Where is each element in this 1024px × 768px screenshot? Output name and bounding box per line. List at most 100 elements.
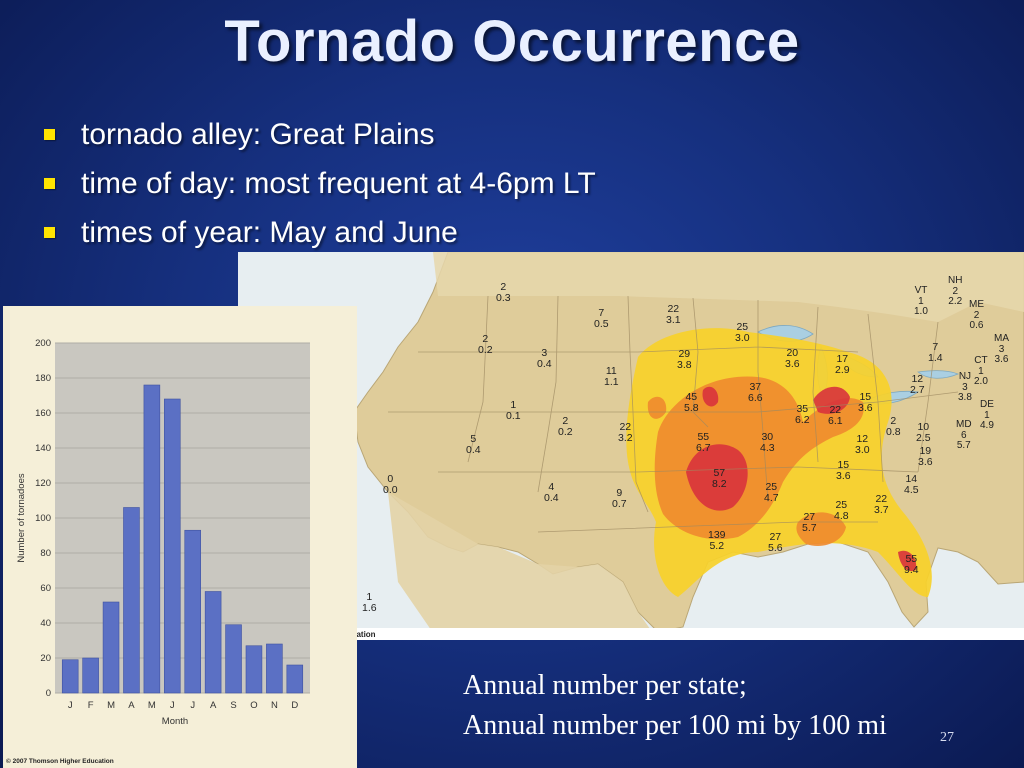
state-density: 3.8 [958,392,972,403]
state-density: 3.6 [858,401,873,414]
canada-land [433,252,1024,322]
state-tornado-label: NJ 3 3.8 [958,371,972,404]
bullet-square-icon [44,178,55,189]
risk-zone-red [686,444,748,511]
state-tornado-label: 57 8.2 [712,468,727,489]
state-tornado-label: 0 0.0 [383,474,398,495]
y-tick-label: 180 [35,373,51,384]
state-count: 55 [697,431,710,443]
state-tornado-label: 2 0.8 [886,416,901,437]
page-number: 27 [940,730,954,745]
state-count: 25 [835,499,848,511]
x-tick-label: J [68,700,73,711]
slide-title: Tornado Occurrence [224,9,800,74]
state-density: 1.0 [914,306,928,317]
state-density: 0.0 [383,483,398,496]
state-density: 3.6 [785,357,800,370]
state-count: 25 [736,321,749,333]
x-tick-label: A [210,700,217,711]
bar [286,664,304,694]
state-tornado-label: NH 2 2.2 [948,275,963,308]
state-tornado-label: 11 1.1 [604,366,619,387]
state-count: 1 [978,365,984,377]
state-density: 0.4 [537,357,552,370]
state-abbr: DE [980,399,994,410]
state-count: 57 [713,467,726,479]
state-count: 2 [562,415,569,427]
map-svg [353,252,1024,640]
state-count: 2 [973,309,980,321]
bar [266,643,283,694]
state-density: 3.8 [677,358,692,371]
x-axis-label: Month [162,716,188,727]
y-tick-label: 60 [40,583,51,594]
state-tornado-label: 2 0.2 [558,416,573,437]
state-tornado-label: 2 0.2 [478,334,493,355]
state-count: 139 [708,529,726,541]
x-tick-label: M [148,700,156,711]
state-count: 27 [769,531,782,543]
state-density: 3.6 [994,354,1009,365]
state-density: 3.0 [735,331,750,344]
state-tornado-label: 14 4.5 [904,474,919,495]
state-tornado-label: 22 3.7 [874,494,889,515]
state-density: 4.5 [904,483,919,496]
chart-credit: © 2007 Thomson Higher Education [6,758,114,765]
x-tick-label: J [190,700,195,711]
state-density: 5.6 [768,541,783,554]
state-tornado-label: 2 0.3 [496,282,511,303]
mexico-land [388,492,658,640]
state-density: 0.2 [558,425,573,438]
state-count: 3 [962,381,968,393]
state-density: 0.8 [886,425,901,438]
state-tornado-label: 55 9.4 [904,554,919,575]
state-tornado-label: 22 3.2 [618,422,633,443]
state-tornado-label: 4 0.4 [544,482,559,503]
state-count: 5 [470,433,477,445]
state-density: 6.6 [748,391,763,404]
state-count: 37 [749,381,762,393]
state-abbr: CT [974,355,988,366]
bar [204,591,222,694]
state-density: 2.2 [948,296,963,307]
y-tick-labels: 0 20 40 60 80 100 120 140 160 180 200 [35,338,51,699]
state-density: 3.1 [666,313,681,326]
state-count: 12 [911,373,924,385]
state-tornado-label: 139 5.2 [708,530,726,551]
bar [245,645,263,694]
map-credit: cation [352,630,376,639]
state-density: 0.2 [478,343,493,356]
state-density: 5.2 [709,539,725,552]
state-tornado-label: 27 5.6 [768,532,783,553]
state-tornado-label: 25 4.7 [764,482,779,503]
chart-svg: 0 20 40 60 80 100 120 140 160 180 200 J F M A M J J A S O N D… [16,338,310,727]
state-density: 3.6 [836,469,851,482]
state-tornado-label: 7 0.5 [594,308,609,329]
state-density: 1.4 [928,351,943,364]
state-count: 45 [685,391,698,403]
state-count: 1 [510,399,517,411]
state-tornado-label: 1 0.1 [506,400,521,421]
gridlines [55,342,310,694]
x-tick-label: A [128,700,135,711]
state-density: 9.4 [904,563,919,576]
state-density: 0.6 [969,320,984,331]
state-tornado-label: 12 3.0 [855,434,870,455]
state-count: 2 [890,415,897,427]
state-abbr: VT [914,285,928,296]
map-description: Annual number per state; Annual number p… [463,666,887,746]
state-density: 6.2 [795,413,810,426]
x-tick-label: F [88,700,94,711]
state-count: 22 [619,421,632,433]
state-density: 3.7 [874,503,889,516]
state-tornado-label: 25 3.0 [735,322,750,343]
state-count: 25 [765,481,778,493]
state-abbr: ME [969,299,984,310]
y-tick-label: 0 [46,688,51,699]
state-density: 0.3 [496,291,511,304]
bar [164,398,181,694]
state-tornado-label: VT 1 1.0 [914,285,928,318]
state-density: 0.7 [612,497,627,510]
map-description-line: Annual number per state; [463,670,747,701]
state-density: 5.7 [956,440,971,451]
